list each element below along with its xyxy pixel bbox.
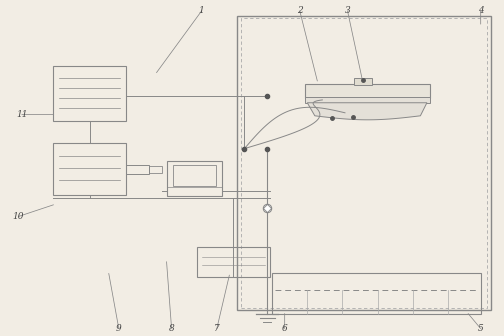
Text: 5: 5	[478, 324, 483, 333]
Bar	[305, 84, 430, 98]
Bar	[305, 97, 430, 103]
Text: 2: 2	[297, 6, 302, 15]
Bar	[172, 165, 216, 186]
Bar	[53, 143, 127, 195]
Bar	[166, 161, 222, 197]
Text: 11: 11	[16, 110, 28, 119]
Bar	[53, 66, 127, 121]
Polygon shape	[307, 103, 427, 120]
Text: 10: 10	[13, 212, 24, 221]
Bar	[241, 18, 487, 308]
Bar	[127, 165, 149, 174]
Text: 9: 9	[116, 324, 121, 333]
Text: 8: 8	[169, 324, 174, 333]
Bar	[197, 247, 270, 277]
Bar	[149, 166, 161, 173]
Bar	[272, 274, 481, 313]
Text: 7: 7	[214, 324, 220, 333]
Text: 4: 4	[478, 6, 483, 15]
Text: 6: 6	[282, 324, 288, 333]
Bar	[353, 78, 371, 85]
Text: 3: 3	[345, 6, 350, 15]
Text: 1: 1	[199, 6, 205, 15]
Bar	[237, 16, 491, 310]
